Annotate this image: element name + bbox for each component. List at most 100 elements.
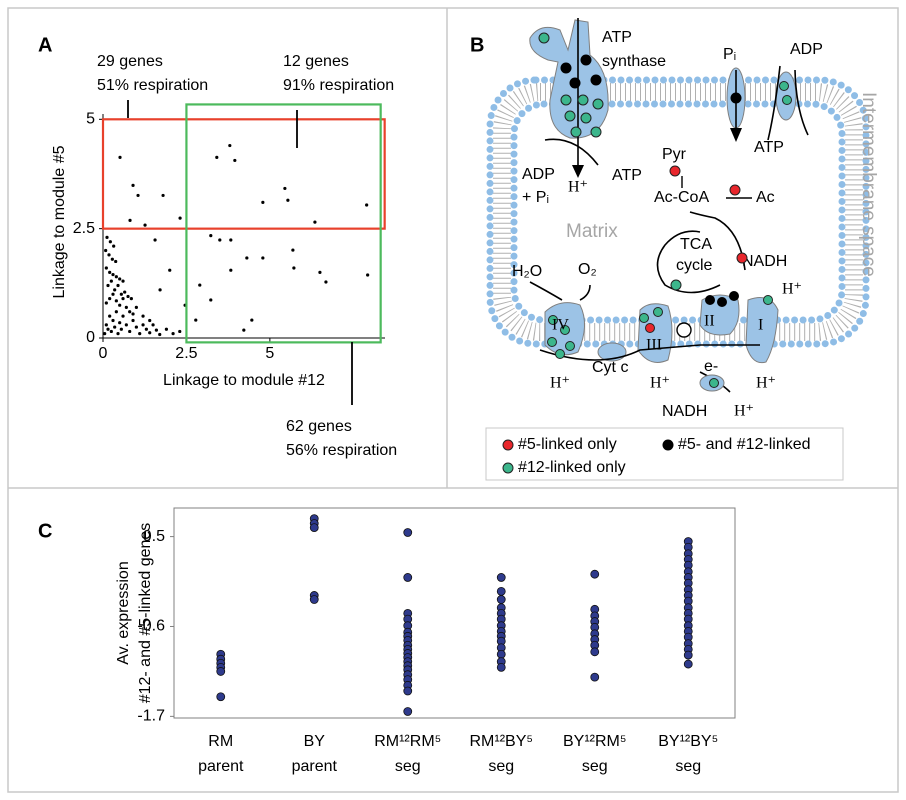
point [153,238,157,242]
point [129,297,133,301]
label: ATP [602,29,632,46]
point [108,240,112,244]
dot [670,279,682,291]
point [198,283,202,287]
label: NADH [662,403,707,420]
point [116,332,120,336]
dot [547,337,557,347]
point [148,331,152,335]
point [121,314,125,318]
arrow [767,65,781,141]
annotation: 51% respiration [97,77,208,94]
dot [705,295,715,305]
point [104,301,108,305]
y-tick-label: 2.5 [73,220,95,237]
point [110,257,114,261]
point [309,523,319,533]
x-axis-label: Linkage to module #12 [163,372,325,389]
point [114,275,118,279]
dot [669,165,681,177]
region [185,103,382,344]
label: ATP [612,167,642,184]
point [292,266,296,270]
label: Ac-CoA [654,189,709,206]
arrow [529,281,563,301]
point [403,707,413,716]
point [215,155,219,159]
point [154,328,158,332]
dot [580,112,592,124]
label: ATP [754,139,784,156]
annotation: 91% respiration [283,77,394,94]
point [324,280,328,284]
dot [560,94,572,106]
point [121,297,125,301]
point [261,200,265,205]
point [109,329,113,334]
point [403,573,413,582]
x-tick-label: 0 [99,345,108,362]
point [171,332,175,336]
point [118,303,122,307]
label: H₂O [512,263,542,280]
point [104,266,108,270]
dot [569,77,581,89]
point [228,143,232,148]
label: Pyr [662,146,687,163]
point [116,283,120,288]
point [138,332,142,336]
point [114,259,118,264]
point [136,193,140,198]
point [113,325,117,329]
label: H⁺ [568,179,588,196]
point [103,332,107,336]
point [218,238,222,242]
point [216,667,226,676]
x-tick-label: seg [488,758,514,775]
point [143,223,147,227]
point [229,268,233,272]
legend-label: #5-linked only [518,436,617,453]
point [111,272,115,277]
point [118,321,122,325]
label: H⁺ [734,403,754,420]
x-tick-label: 5 [265,345,274,362]
arrowhead [572,165,584,178]
point [233,158,237,163]
point [128,329,132,334]
label: synthase [602,53,666,70]
point [309,595,319,604]
point [403,686,413,696]
point [366,273,370,277]
point [242,328,246,332]
label: cycle [676,257,713,274]
x-tick-label: seg [395,758,421,775]
dot [736,252,748,264]
membrane-outer [486,76,870,348]
arrow [656,230,721,294]
panel-label: C [38,520,52,542]
x-tick-label: RM [208,733,233,750]
dot [560,325,570,335]
point [112,244,116,248]
point [131,183,135,187]
point [108,297,112,301]
point [590,569,600,579]
label: IV [552,317,569,334]
label: O₂ [578,261,597,278]
dot [590,74,602,86]
dot [560,62,572,74]
point [148,318,152,323]
membrane-inner [510,100,846,324]
label: I [758,317,763,334]
panel-label: B [470,34,484,56]
point [229,238,233,242]
point [119,327,123,331]
dot [592,98,604,110]
point [123,290,127,294]
dot [548,315,558,325]
point [124,305,128,309]
point [106,327,110,331]
point [141,314,145,318]
